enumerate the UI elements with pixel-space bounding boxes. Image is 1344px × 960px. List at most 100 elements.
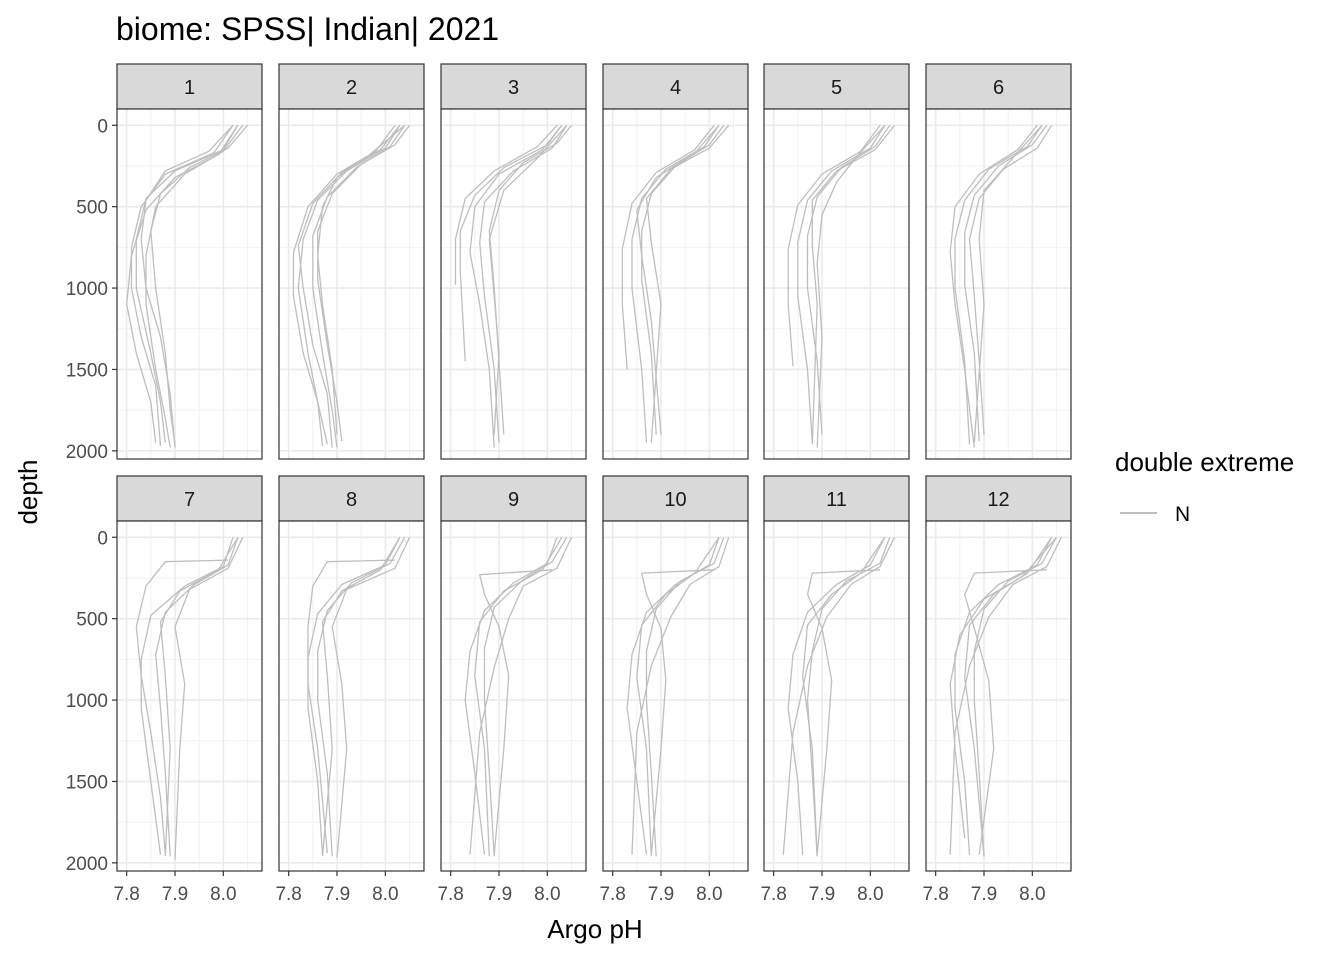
panel-border — [440, 108, 587, 460]
x-tick-label: 7.9 — [971, 884, 997, 905]
facet-strip — [116, 63, 263, 110]
panel-background — [764, 109, 909, 459]
panel-border — [278, 520, 425, 872]
facet-panel-5: 5 — [763, 63, 910, 460]
panel-background — [441, 109, 586, 459]
facet-strip — [278, 475, 425, 522]
profile-line — [973, 536, 1058, 857]
facet-strip-label: 10 — [664, 489, 686, 511]
profile-line — [631, 537, 730, 855]
profile-line — [159, 536, 239, 857]
profile-line — [949, 537, 1062, 855]
x-tick-label: 7.9 — [486, 884, 512, 905]
x-tick-label: 7.9 — [809, 884, 835, 905]
facet-panel-12: 12 7.8 7.9 8.0 — [922, 475, 1072, 905]
y-tick-label: 2000 — [66, 854, 108, 875]
y-tick-label: 500 — [76, 610, 108, 631]
profile-line — [802, 536, 886, 857]
profile-line — [968, 124, 1053, 435]
facet-strip-label: 4 — [670, 77, 681, 99]
profile-line — [321, 536, 401, 857]
x-tick-label: 7.8 — [922, 884, 948, 905]
profile-line — [140, 537, 234, 855]
y-tick-label: 2000 — [66, 442, 108, 463]
panel-border — [925, 108, 1072, 460]
profile-line — [954, 124, 1043, 445]
facet-strip-label: 7 — [184, 489, 195, 511]
profile-line — [949, 536, 1057, 839]
facet-panel-4: 4 — [602, 63, 749, 460]
profile-line — [949, 124, 1038, 448]
panel-border — [763, 108, 910, 460]
panel-background — [117, 521, 262, 871]
profile-line — [464, 537, 558, 855]
profile-line — [797, 124, 886, 443]
facet-panel-8: 8 7.8 7.9 8.0 — [275, 475, 425, 905]
y-tick-label: 1000 — [66, 279, 108, 300]
panel-background — [117, 109, 262, 459]
panel-border — [116, 108, 263, 460]
panel-border — [116, 520, 263, 872]
x-tick-label: 7.8 — [760, 884, 786, 905]
profile-line — [454, 124, 558, 285]
profile-line — [645, 124, 730, 443]
profile-line — [459, 124, 563, 362]
profile-line — [479, 124, 568, 443]
profile-line — [150, 124, 248, 445]
profile-line — [964, 536, 1053, 857]
profile-line — [292, 124, 396, 445]
profile-line — [811, 124, 896, 445]
profile-line — [469, 124, 563, 448]
x-tick-label: 8.0 — [210, 884, 236, 905]
profile-line — [474, 536, 563, 857]
facet-strip — [116, 475, 263, 522]
panel-border — [278, 108, 425, 460]
facet-strip — [763, 475, 910, 522]
profile-line — [307, 536, 401, 855]
x-tick-label: 8.0 — [696, 884, 722, 905]
panel-border — [602, 520, 749, 872]
x-tick-label: 7.9 — [324, 884, 350, 905]
x-tick-label: 7.9 — [648, 884, 674, 905]
profile-line — [126, 124, 239, 443]
legend-label: N — [1175, 503, 1190, 526]
panel-background — [441, 521, 586, 871]
facet-strip — [925, 475, 1072, 522]
x-tick-label: 7.9 — [162, 884, 188, 905]
panel-background — [603, 109, 748, 459]
facet-panel-11: 11 7.8 7.9 8.0 — [760, 475, 910, 905]
y-axis-title: depth — [13, 459, 43, 524]
y-tick-label: 500 — [76, 198, 108, 219]
profile-line — [621, 124, 715, 370]
panel-border — [440, 520, 587, 872]
profile-line — [636, 124, 720, 435]
profile-line — [297, 124, 401, 447]
profile-line — [964, 569, 1047, 855]
panel-background — [279, 109, 424, 459]
profile-line — [816, 124, 886, 448]
x-axis-title: Argo pH — [547, 914, 642, 944]
facet-strip — [602, 475, 749, 522]
facet-strip — [763, 63, 910, 110]
x-tick-label: 7.8 — [113, 884, 139, 905]
profile-line — [155, 537, 239, 857]
panel-border — [763, 520, 910, 872]
panel-border — [602, 108, 749, 460]
profile-line — [317, 536, 406, 857]
facet-strip-label: 3 — [508, 77, 519, 99]
panel-border — [925, 520, 1072, 872]
facet-strip-label: 9 — [508, 489, 519, 511]
profile-line — [806, 537, 891, 857]
panel-background — [926, 521, 1071, 871]
panel-background — [279, 521, 424, 871]
profile-line — [483, 536, 568, 857]
profile-line — [317, 124, 406, 435]
x-tick-label: 7.8 — [437, 884, 463, 905]
profile-line — [488, 124, 568, 435]
x-tick-label: 8.0 — [372, 884, 398, 905]
panel-background — [764, 521, 909, 871]
legend: double extreme N — [1115, 447, 1294, 526]
profile-line — [331, 537, 411, 859]
